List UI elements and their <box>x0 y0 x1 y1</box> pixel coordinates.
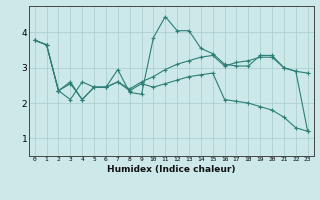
X-axis label: Humidex (Indice chaleur): Humidex (Indice chaleur) <box>107 165 236 174</box>
